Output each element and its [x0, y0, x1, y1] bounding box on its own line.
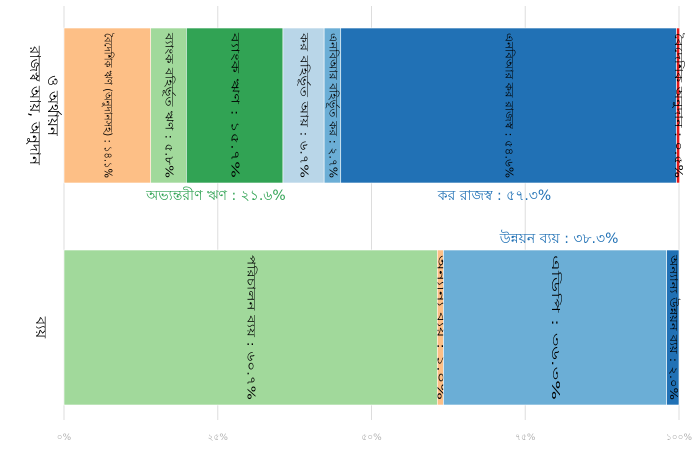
segment-label: ব্যাংক ঋণ : ১৫.৭% [229, 31, 242, 178]
x-tick-label: ৭৫% [515, 433, 536, 443]
segment-label: অন্যান্য উন্নয়ন ব্যয় : ২.০% [667, 254, 680, 400]
bar-segment [150, 27, 187, 184]
bar-segment [443, 249, 667, 406]
annotation-label: উন্নয়ন ব্যয় : ৩৮.৩% [499, 230, 619, 247]
category-label: ব্যয় [32, 316, 50, 340]
segment-label: বৈদেশিক ঋণ (অনুদানসহ) : ১৪.১% [101, 33, 114, 178]
x-tick-label: ০% [57, 433, 72, 443]
segment-label: কর বহির্ভূত আয় : ৬.৭% [297, 32, 310, 178]
annotations-layer: অভ্যন্তরীণ ঋণ : ২১.৬% কর রাজস্ব : ৫৭.৩% উন… [145, 187, 618, 247]
annotation-label: অভ্যন্তরীণ ঋণ : ২১.৬% [145, 187, 286, 204]
category-label-group: রাজস্ব আয়, অনুদান ও অর্থায়ন [26, 45, 62, 166]
segment-label: এডিপি : ৩৬.৩% [549, 255, 562, 400]
segment-label: এনবিআর কর রাজস্ব : ৫৪.৬% [503, 33, 516, 178]
x-axis-ticks: ০% ২৫% ৫০% ৭৫% ১০০% [57, 433, 693, 443]
bar-segment [186, 27, 284, 184]
bar-segment [340, 27, 677, 184]
bar-segment [63, 249, 438, 406]
segment-label: পরিচালন ব্যয় : ৬০.৭% [245, 255, 258, 400]
x-tick-label: ১০০% [666, 433, 693, 443]
annotation-label: কর রাজস্ব : ৫৭.৩% [437, 188, 551, 204]
category-label-group: ব্যয় [32, 316, 50, 340]
segment-label: ব্যাংক বহির্ভূত ঋণ : ৫.৮% [162, 32, 175, 178]
x-tick-label: ২৫% [208, 433, 229, 443]
bar-segment [676, 27, 680, 184]
x-tick-label: ৫০% [361, 433, 382, 443]
bar-segment [666, 249, 680, 406]
category-label: ও অর্থায়ন [44, 75, 62, 137]
segment-label: এনবিআর বহির্ভূত কর : ২.৭% [326, 33, 339, 178]
bars-layer: বৈদেশিক ঋণ (অনুদানসহ) : ১৪.১% ব্যাংক বহির… [63, 27, 685, 406]
bar-segment [282, 27, 325, 184]
segment-label: বৈদেশিক অনুদান : ০.৫% [672, 33, 685, 178]
category-labels: রাজস্ব আয়, অনুদান ও অর্থায়ন ব্যয় [26, 45, 62, 339]
category-label: রাজস্ব আয়, অনুদান [26, 45, 44, 166]
bar-segment [63, 27, 152, 184]
